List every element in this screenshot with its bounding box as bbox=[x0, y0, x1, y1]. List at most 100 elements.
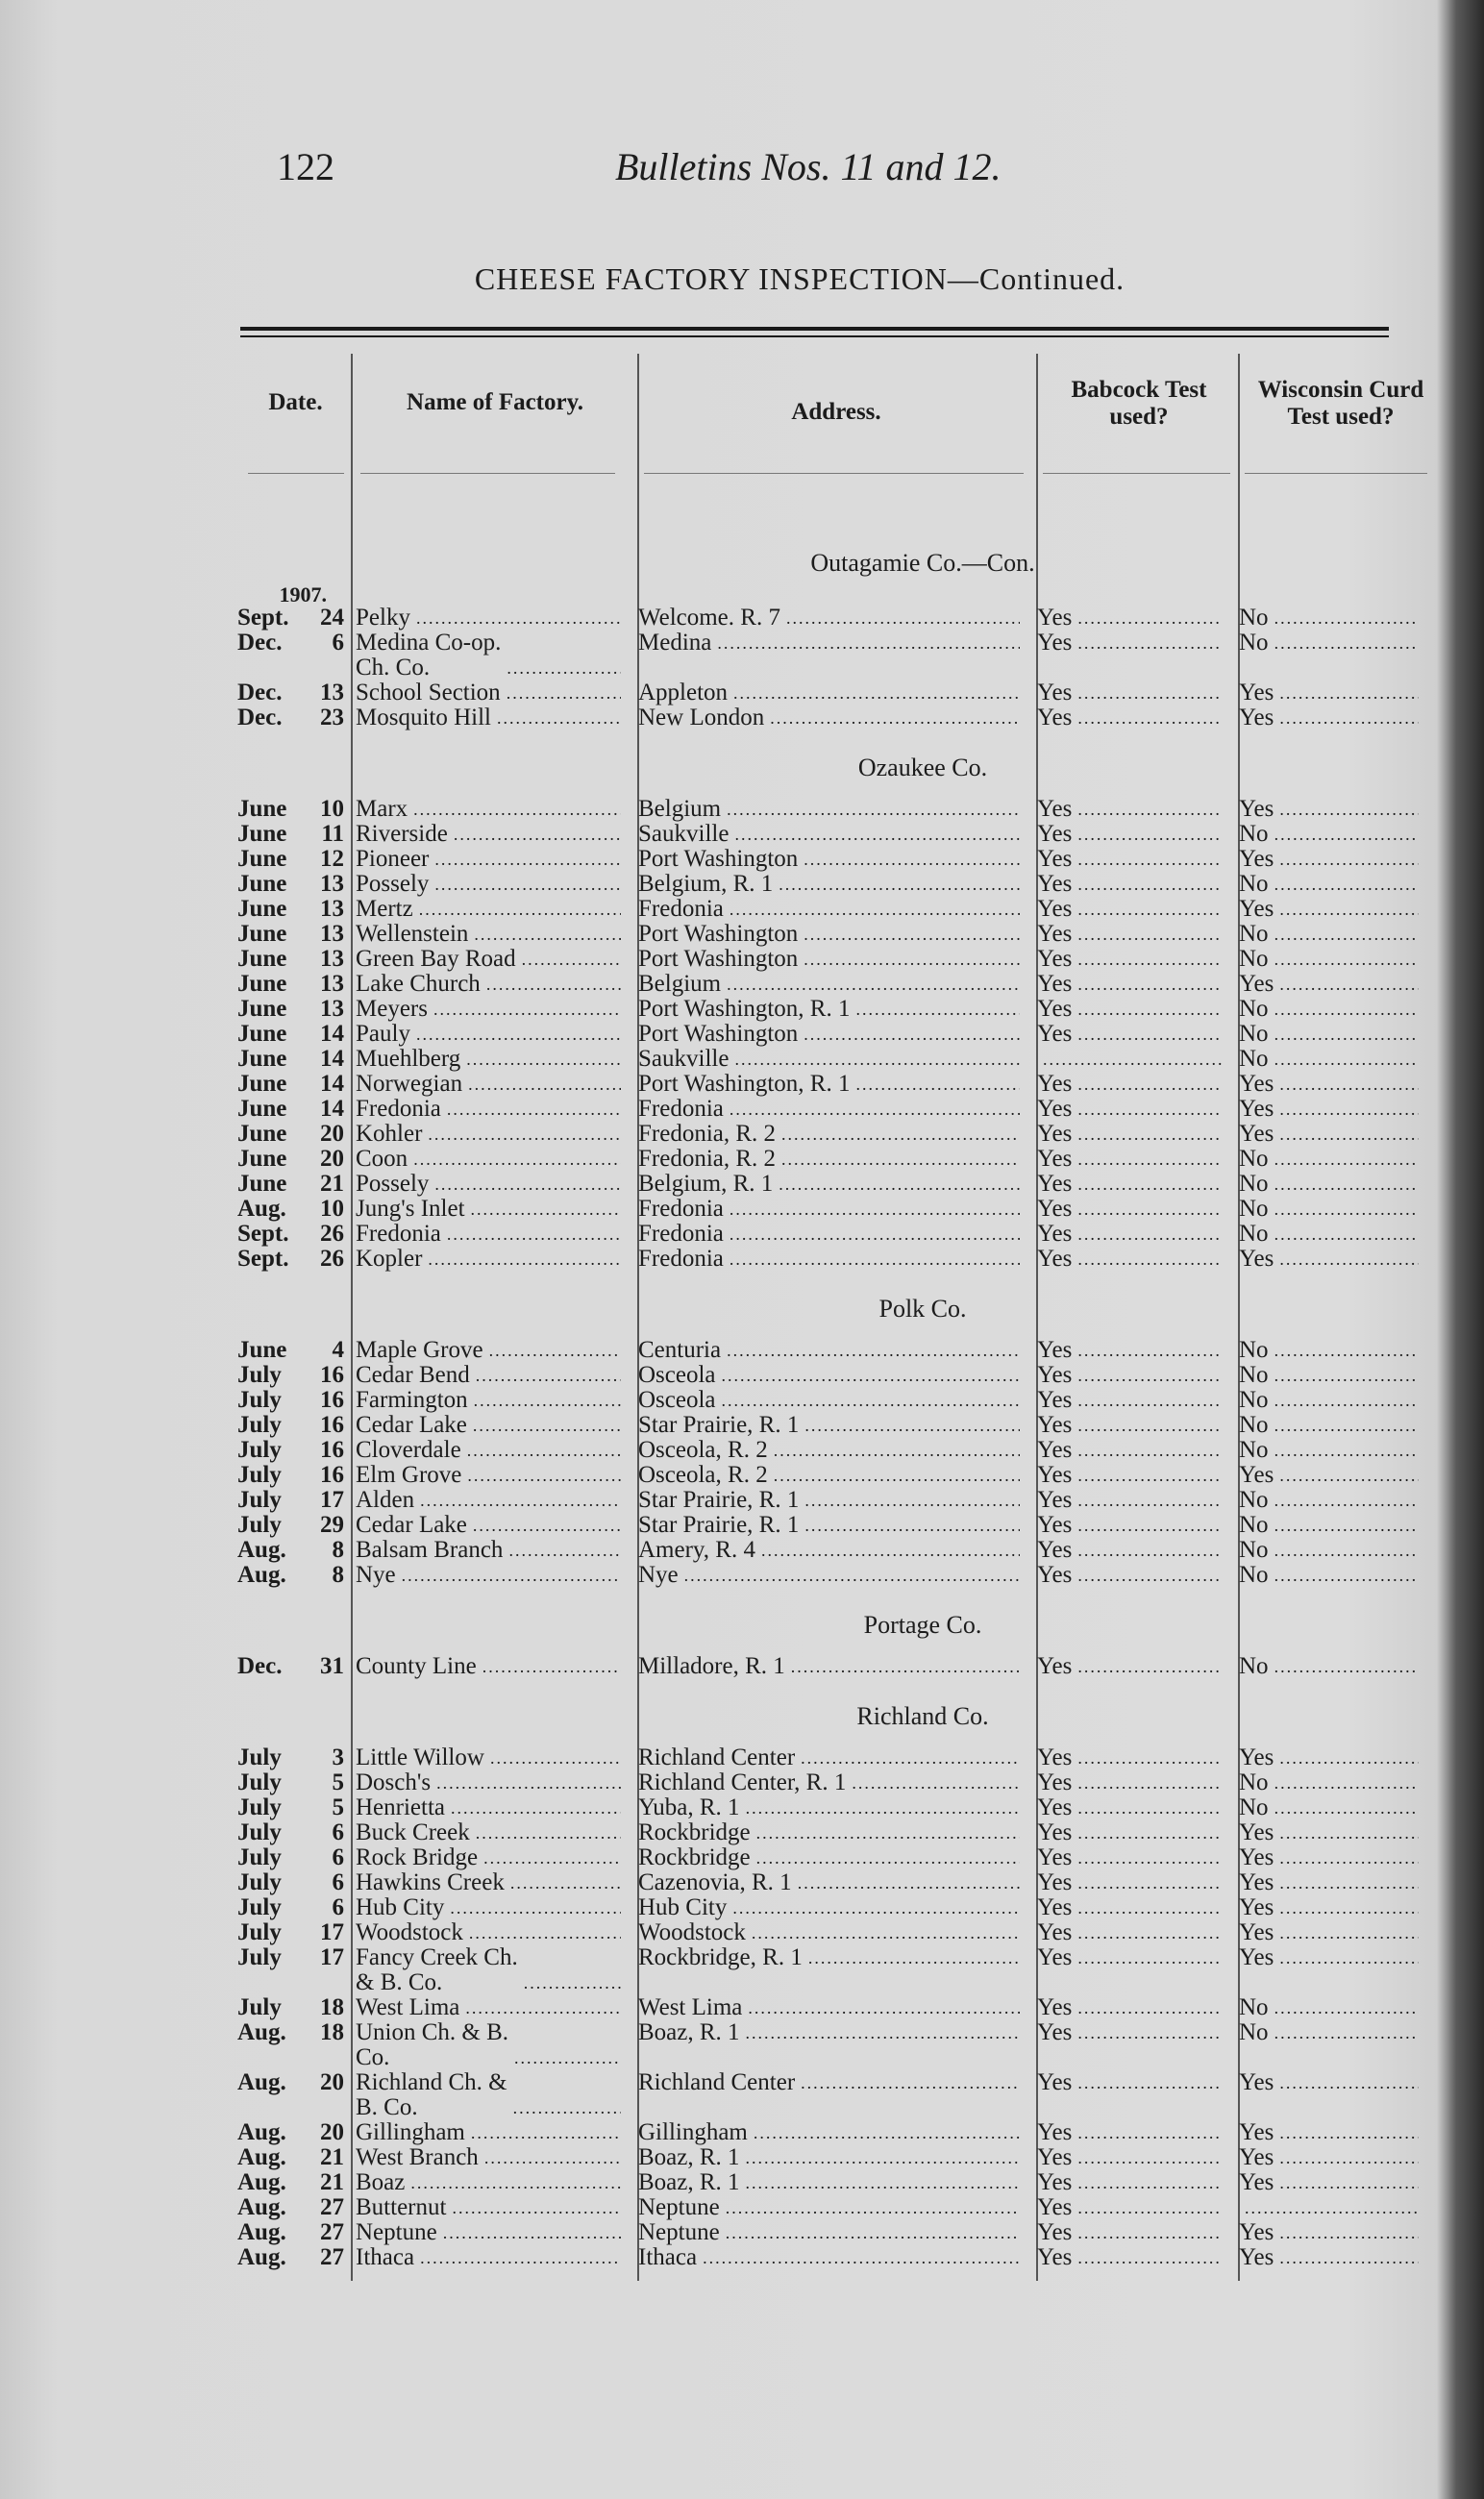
dot-leader bbox=[779, 1172, 1020, 1197]
date-day: 26 bbox=[320, 1246, 344, 1272]
address: Milladore, R. 1 bbox=[638, 1653, 785, 1679]
dot-leader bbox=[507, 680, 621, 705]
address-cell: Richland Center bbox=[627, 2070, 1026, 2120]
dot-leader bbox=[1077, 897, 1222, 922]
babcock-test: Yes bbox=[1037, 846, 1073, 872]
dot-leader bbox=[1274, 1513, 1419, 1538]
babcock-test: Yes bbox=[1037, 680, 1073, 705]
dot-leader bbox=[855, 997, 1020, 1022]
dot-leader bbox=[852, 1770, 1020, 1795]
dot-leader bbox=[727, 797, 1020, 822]
dot-leader bbox=[1077, 972, 1222, 997]
date-day: 20 bbox=[320, 2069, 344, 2095]
dot-leader bbox=[447, 1097, 621, 1122]
babcock-test: Yes bbox=[1037, 1462, 1073, 1488]
dot-leader bbox=[420, 2245, 621, 2270]
table-row: Aug. 27 Neptune Neptune Yes Yes bbox=[235, 2220, 1437, 2245]
address: Amery, R. 4 bbox=[638, 1537, 755, 1563]
babcock-test: Yes bbox=[1037, 2119, 1073, 2145]
factory-name-cell: Balsam Branch bbox=[348, 1538, 627, 1563]
wisconsin-curd-test: No bbox=[1239, 871, 1269, 897]
wisconsin-curd-test: No bbox=[1239, 1769, 1269, 1795]
babcock-test-cell: Yes bbox=[1026, 1222, 1227, 1247]
table-row: Sept. 26 Kopler Fredonia Yes Yes bbox=[235, 1247, 1437, 1272]
address: Boaz, R. 1 bbox=[638, 2144, 740, 2170]
address-cell: New London bbox=[627, 705, 1026, 730]
table-row: July 17 Alden Star Prairie, R. 1 Yes No bbox=[235, 1488, 1437, 1513]
factory-name-cell: Pelky bbox=[348, 606, 627, 631]
dot-leader bbox=[1279, 1072, 1419, 1097]
table-row: June 13 Lake Church Belgium Yes Yes bbox=[235, 972, 1437, 997]
address-cell: Neptune bbox=[627, 2195, 1026, 2220]
factory-name: Balsam Branch bbox=[356, 1537, 504, 1563]
factory-name-cell: Woodstock bbox=[348, 1920, 627, 1945]
section-heading: Outagamie Co.—Con. bbox=[810, 549, 1035, 577]
date-cell: June 14 bbox=[235, 1022, 348, 1047]
table-row: June 20 Kohler Fredonia, R. 2 Yes Yes bbox=[235, 1122, 1437, 1147]
table-row: June 13 Mertz Fredonia Yes Yes bbox=[235, 897, 1437, 922]
babcock-test-cell: Yes bbox=[1026, 1247, 1227, 1272]
dot-leader bbox=[454, 822, 621, 847]
dot-leader bbox=[1077, 1488, 1222, 1513]
date-cell: July 17 bbox=[235, 1488, 348, 1513]
dot-leader bbox=[804, 922, 1020, 947]
dot-leader bbox=[774, 1463, 1020, 1488]
dot-leader bbox=[722, 1363, 1020, 1388]
address: Osceola, R. 2 bbox=[638, 1462, 768, 1488]
wisconsin-curd-test: Yes bbox=[1239, 2144, 1274, 2170]
date-month: Aug. bbox=[237, 2119, 286, 2145]
babcock-test: Yes bbox=[1037, 1096, 1073, 1122]
wisconsin-curd-test: No bbox=[1239, 821, 1269, 847]
wisconsin-curd-test: No bbox=[1239, 1994, 1269, 2020]
babcock-test: Yes bbox=[1037, 630, 1073, 656]
table-row: Aug. 21 West Branch Boaz, R. 1 Yes Yes bbox=[235, 2145, 1437, 2170]
wisconsin-curd-test-cell: Yes bbox=[1227, 1820, 1424, 1845]
header-underline bbox=[644, 473, 1024, 474]
date-day: 8 bbox=[332, 1562, 345, 1588]
dot-leader bbox=[746, 2145, 1020, 2170]
date-day: 8 bbox=[332, 1537, 345, 1563]
factory-name: Butternut bbox=[356, 2194, 447, 2220]
header-wisconsin: Wisconsin Curd Test used? bbox=[1257, 377, 1424, 430]
wisconsin-curd-test-cell: No bbox=[1227, 1795, 1424, 1820]
dot-leader bbox=[1279, 797, 1419, 822]
dot-leader bbox=[1077, 1388, 1222, 1413]
dot-leader bbox=[433, 997, 621, 1022]
address: Osceola, R. 2 bbox=[638, 1437, 768, 1463]
table-row: Aug. 8 Balsam Branch Amery, R. 4 Yes No bbox=[235, 1538, 1437, 1563]
wisconsin-curd-test: Yes bbox=[1239, 1919, 1274, 1945]
date-month: June bbox=[237, 1046, 287, 1072]
dot-leader bbox=[733, 680, 1020, 705]
dot-leader bbox=[804, 1413, 1020, 1438]
wisconsin-curd-test: Yes bbox=[1239, 1121, 1274, 1147]
date-month: June bbox=[237, 1337, 287, 1363]
table-row: July 29 Cedar Lake Star Prairie, R. 1 Yes No bbox=[235, 1513, 1437, 1538]
address: Rockbridge bbox=[638, 1819, 751, 1845]
dot-leader bbox=[434, 872, 621, 897]
babcock-test: Yes bbox=[1037, 946, 1073, 972]
dot-leader bbox=[471, 1197, 621, 1222]
dot-leader bbox=[474, 1388, 621, 1413]
table-row: June 11 Riverside Saukville Yes No bbox=[235, 822, 1437, 847]
dot-leader bbox=[1274, 1197, 1419, 1222]
address-cell: Boaz, R. 1 bbox=[627, 2145, 1026, 2170]
dot-leader bbox=[490, 1745, 621, 1770]
dot-leader bbox=[1279, 1097, 1419, 1122]
dot-leader bbox=[450, 1895, 621, 1920]
dot-leader bbox=[1077, 680, 1222, 705]
dot-leader bbox=[1274, 1770, 1419, 1795]
header-underline bbox=[1043, 473, 1230, 474]
dot-leader bbox=[483, 1845, 621, 1870]
address: Richland Center bbox=[638, 2069, 796, 2095]
babcock-test-cell: Yes bbox=[1026, 1338, 1227, 1363]
date-day: 27 bbox=[320, 2219, 344, 2245]
address: Neptune bbox=[638, 2194, 720, 2220]
address-cell: Osceola, R. 2 bbox=[627, 1463, 1026, 1488]
babcock-test-cell: Yes bbox=[1026, 1895, 1227, 1920]
dot-leader bbox=[730, 1097, 1020, 1122]
babcock-test-cell: Yes bbox=[1026, 1488, 1227, 1513]
date-month: July bbox=[237, 1462, 282, 1488]
date-month: Dec. bbox=[237, 680, 283, 705]
dot-leader bbox=[514, 2045, 621, 2070]
factory-name: West Branch bbox=[356, 2144, 479, 2170]
